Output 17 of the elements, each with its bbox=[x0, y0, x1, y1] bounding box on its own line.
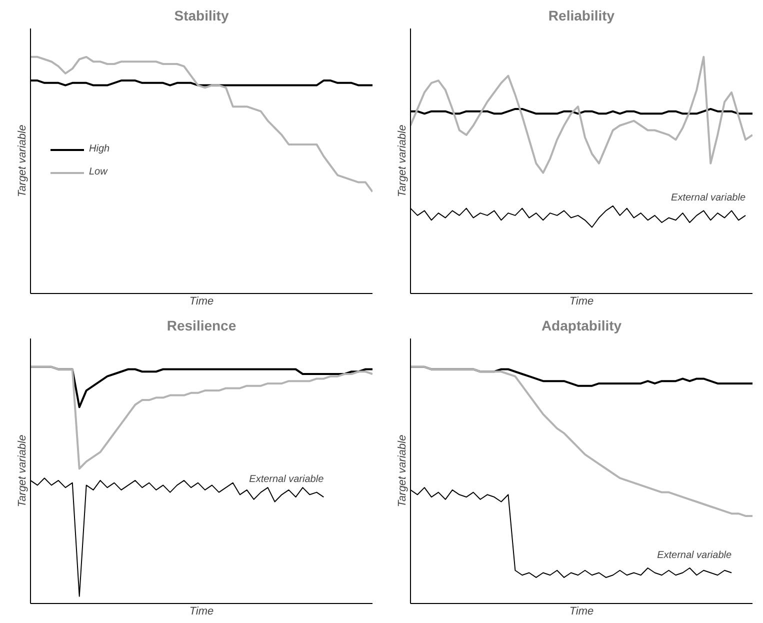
chart-title: Reliability bbox=[548, 8, 615, 24]
x-axis-title: Time bbox=[189, 606, 214, 618]
series-label: External variable bbox=[671, 192, 746, 204]
y-axis-title: Target variable bbox=[16, 124, 28, 198]
series-label: External variable bbox=[657, 550, 732, 561]
y-axis-title: Target variable bbox=[396, 124, 408, 198]
legend-label: Low bbox=[89, 166, 109, 178]
chart-title: Resilience bbox=[166, 318, 236, 334]
series-label: External variable bbox=[249, 474, 324, 486]
chart-title: Adaptability bbox=[541, 318, 622, 334]
chart-title: Stability bbox=[174, 8, 229, 24]
legend-label: High bbox=[89, 144, 110, 154]
x-axis-title: Time bbox=[569, 606, 594, 618]
y-axis-title: Target variable bbox=[396, 434, 408, 508]
x-axis-title: Time bbox=[189, 296, 214, 308]
y-axis-title: Target variable bbox=[16, 434, 28, 508]
x-axis-title: Time bbox=[569, 296, 594, 308]
